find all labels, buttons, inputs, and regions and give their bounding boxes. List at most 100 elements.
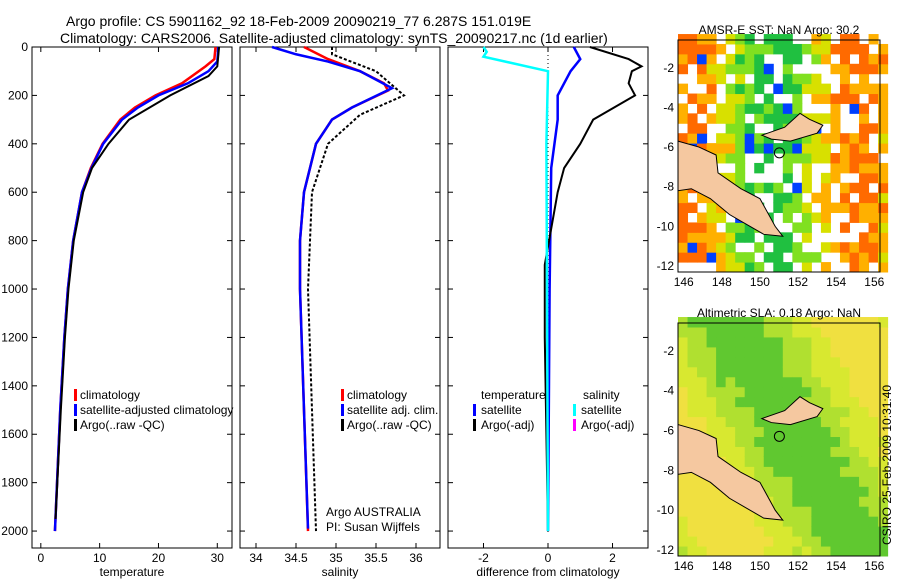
map-cell <box>868 486 879 497</box>
map-cell <box>706 317 717 328</box>
map-cell <box>706 232 717 243</box>
map-cell <box>725 396 736 408</box>
series-line-temperature-satellite <box>546 46 582 532</box>
map-cell <box>773 546 784 557</box>
map-cell <box>725 386 736 398</box>
map-cell <box>687 496 698 507</box>
map-cell <box>697 336 708 348</box>
map-cell <box>754 262 765 273</box>
map-cell <box>763 466 774 477</box>
legend-swatch <box>573 404 576 416</box>
map-cell <box>763 252 774 263</box>
map-cell <box>801 466 812 477</box>
map-cell <box>716 43 727 55</box>
map-cell <box>735 376 746 388</box>
map-cell <box>697 496 708 507</box>
map-cell <box>839 396 851 408</box>
map-cell <box>687 366 698 378</box>
map-cell <box>859 516 870 527</box>
map-cell <box>782 356 793 368</box>
map-cell <box>792 43 803 55</box>
map-cell <box>744 446 755 457</box>
map-cell <box>706 426 717 438</box>
map-cell <box>744 232 755 243</box>
map-cell <box>782 242 793 253</box>
map-cell <box>782 326 793 338</box>
map-cell <box>859 317 870 328</box>
map-cell <box>706 546 717 557</box>
map-cell <box>830 326 841 338</box>
map-cell <box>782 466 793 477</box>
map-cell <box>830 386 841 398</box>
map-cell <box>859 526 870 537</box>
map-cell <box>830 123 841 134</box>
map-x-tick-label: 148 <box>712 559 732 573</box>
map-cell <box>801 232 812 243</box>
y-tick-label: 1400 <box>1 379 28 393</box>
map-cell <box>878 486 889 497</box>
map-cell <box>735 252 746 263</box>
map-cell <box>878 436 889 447</box>
map-cell <box>678 133 689 144</box>
map-cell <box>735 317 746 328</box>
argo-position-marker <box>773 147 785 159</box>
map-y-tick-label: -8 <box>663 180 674 194</box>
map-cell <box>773 396 784 408</box>
legend-swatch <box>573 419 576 431</box>
map-cell <box>706 396 717 408</box>
map-cell <box>792 202 803 214</box>
map-cell <box>830 516 841 527</box>
map-cell <box>754 53 765 65</box>
map-cell <box>859 496 870 507</box>
map-cell <box>744 376 755 388</box>
map-cell <box>697 242 708 253</box>
map-cell <box>697 43 708 55</box>
map-cell <box>792 546 803 557</box>
map-cell <box>859 103 870 114</box>
map-cell <box>782 262 793 273</box>
map-cell <box>811 83 822 95</box>
map-cell <box>716 242 727 253</box>
map-cell <box>859 446 870 457</box>
map-cell <box>754 63 765 75</box>
map-cell <box>830 133 841 144</box>
map-cell <box>859 506 870 517</box>
map-cell <box>811 396 822 408</box>
map-cell <box>687 476 698 487</box>
map-cell <box>792 83 803 95</box>
map-cell <box>754 317 765 328</box>
map-cell <box>725 436 736 447</box>
map-cell <box>801 252 812 263</box>
map-cell <box>811 526 822 537</box>
map-cell <box>859 172 870 184</box>
map-cell <box>859 53 870 65</box>
map-cell <box>820 222 831 233</box>
map-cell <box>763 426 774 438</box>
map-cell <box>811 346 822 358</box>
map-cell <box>744 103 755 114</box>
legend-swatch <box>341 419 344 431</box>
map-cell <box>868 416 879 428</box>
map-cell <box>801 386 812 398</box>
map-cell <box>839 496 851 507</box>
map-cell <box>716 326 727 338</box>
x-axis-label: salinity <box>322 565 359 579</box>
map-cell <box>735 436 746 447</box>
map-cell <box>792 356 803 368</box>
map-cell <box>697 317 708 328</box>
map-cell <box>859 406 870 418</box>
map-y-tick-label: -2 <box>663 344 674 358</box>
map-cell <box>868 366 879 378</box>
map-cell <box>754 366 765 378</box>
map-cell <box>792 336 803 348</box>
map-cell <box>839 346 851 358</box>
map-cell <box>725 406 736 418</box>
map-cell <box>773 516 784 527</box>
map-cell <box>878 466 889 477</box>
map-cell <box>811 93 822 104</box>
map-cell <box>820 486 831 497</box>
annotation-pi: PI: Susan Wijffels <box>326 520 420 534</box>
map-cell <box>811 113 822 124</box>
map-cell <box>849 426 860 438</box>
map-cell <box>697 396 708 408</box>
